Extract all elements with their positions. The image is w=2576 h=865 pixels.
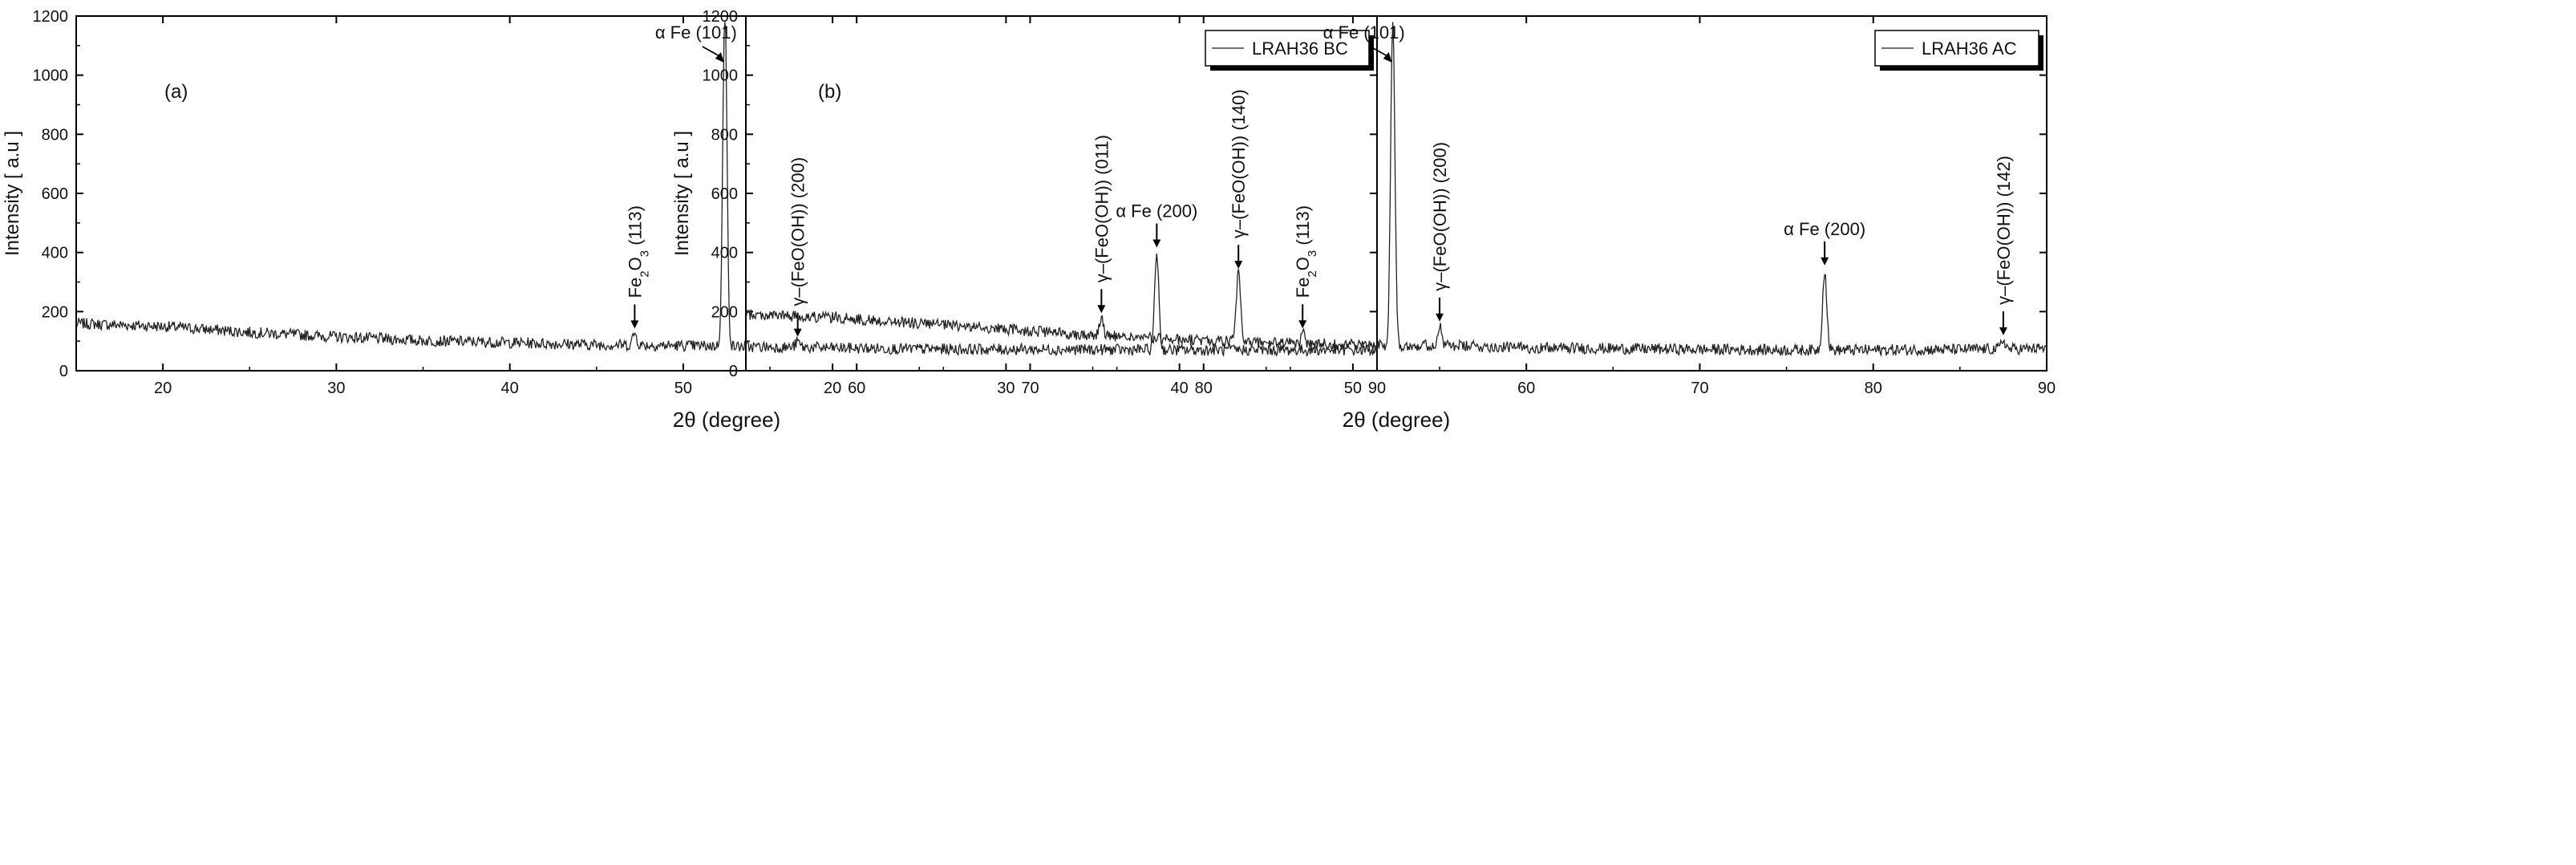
series-line-bc	[75, 22, 1378, 357]
x-tick-label: 40	[501, 380, 519, 397]
x-tick-label: 70	[1691, 380, 1708, 397]
y-tick-label: 400	[711, 245, 738, 262]
x-tick-label: 80	[1195, 380, 1213, 397]
arrow-head	[1999, 327, 2007, 335]
panel-label: (b)	[818, 81, 841, 103]
peak-label: α Fe (200)	[1116, 201, 1197, 221]
peak-label: γ–(FeO(OH)) (200)	[1430, 142, 1450, 291]
x-tick-label: 60	[1517, 380, 1535, 397]
y-tick-label: 800	[42, 126, 68, 144]
x-tick-label: 20	[824, 380, 841, 397]
arrow-head	[1436, 313, 1444, 322]
peak-label: γ–(FeO(OH)) (011)	[1092, 135, 1112, 282]
y-tick-label: 800	[711, 126, 738, 144]
legend-label: LRAH36 AC	[1922, 39, 2017, 59]
chart-panel-a: 20 30 40 50 60 70 80 900200400600800100012002θ …	[2, 8, 1386, 432]
peak-label: γ–(FeO(OH)) (200)	[788, 157, 808, 307]
y-tick-label: 600	[42, 185, 68, 203]
legend-label: LRAH36 BC	[1252, 39, 1348, 59]
x-axis-title: 2θ (degree)	[1343, 408, 1450, 432]
plot-frame	[745, 15, 2047, 372]
y-tick-label: 0	[59, 363, 68, 380]
arrow-head	[1097, 305, 1106, 314]
x-tick-label: 80	[1865, 380, 1882, 397]
y-tick-label: 0	[729, 363, 738, 380]
peak-label: α Fe (101)	[655, 22, 737, 43]
x-tick-label: 50	[1344, 380, 1362, 397]
x-tick-label: 30	[327, 380, 345, 397]
y-tick-label: 1200	[703, 8, 739, 26]
y-tick-label: 200	[711, 303, 738, 321]
series-line-ac	[745, 22, 2047, 357]
x-tick-label: 20	[154, 380, 172, 397]
x-tick-label: 40	[1171, 380, 1189, 397]
x-tick-label: 30	[997, 380, 1015, 397]
y-tick-label: 200	[42, 303, 68, 321]
arrow-head	[715, 52, 724, 63]
arrow-head	[1383, 52, 1392, 63]
x-tick-label: 60	[848, 380, 865, 397]
x-axis-title: 2θ (degree)	[673, 408, 780, 432]
peak-label: γ–(FeO(OH)) (142)	[1994, 156, 2014, 305]
y-axis-title: Intensity [ a.u ]	[671, 131, 693, 256]
y-axis-title: Intensity [ a.u ]	[2, 131, 23, 256]
x-tick-label: 90	[2038, 380, 2056, 397]
x-tick-label: 90	[1368, 380, 1386, 397]
peak-label: α Fe (101)	[1323, 22, 1405, 43]
arrow-head	[1234, 261, 1243, 270]
y-tick-label: 600	[711, 185, 738, 203]
x-tick-label: 50	[674, 380, 692, 397]
arrow-head	[793, 328, 802, 337]
peak-label: α Fe (200)	[1784, 219, 1865, 239]
y-tick-label: 1000	[703, 67, 739, 85]
x-tick-label: 70	[1021, 380, 1039, 397]
peak-label: Fe2O3 (113)	[1293, 205, 1319, 298]
arrow-head	[630, 320, 639, 329]
chart-panel-b: 20 30 40 50 60 70 80 90 0 200 400 600 800 1000 1200 2θ …	[671, 8, 2056, 432]
peak-label: Fe2O3 (113)	[625, 205, 651, 298]
y-tick-label: 1000	[33, 67, 69, 85]
arrow-head	[1821, 257, 1829, 266]
arrow-head	[1298, 320, 1307, 329]
peak-label: γ–(FeO(OH)) (140)	[1229, 89, 1249, 238]
y-tick-label: 1200	[33, 8, 69, 26]
panel-label: (a)	[164, 81, 188, 103]
arrow-head	[1152, 239, 1161, 248]
y-tick-label: 400	[42, 245, 68, 262]
